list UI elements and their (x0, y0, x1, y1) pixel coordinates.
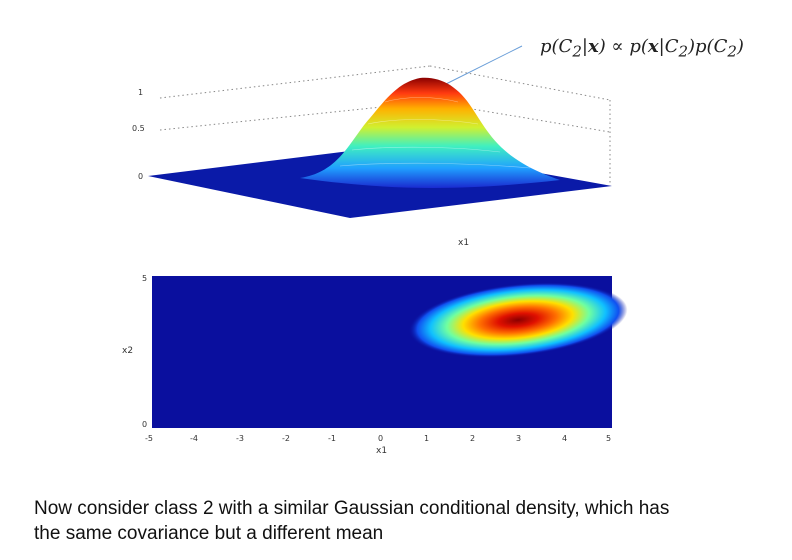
heatmap-x-tick: -4 (190, 434, 198, 443)
heatmap-y-tick: 0 (142, 420, 148, 429)
surface-x1-label: x1 (458, 238, 470, 248)
slide-caption: Now consider class 2 with a similar Gaus… (34, 496, 774, 546)
heatmap-x-tick: -1 (328, 434, 336, 443)
heatmap-density-blob (408, 282, 628, 358)
gaussian-surface-peak (300, 77, 560, 188)
heatmap-x-tick: 2 (470, 434, 476, 443)
z-tick: 1 (138, 88, 144, 97)
heatmap-y-tick: 5 (142, 274, 148, 283)
caption-line-1: Now consider class 2 with a similar Gaus… (34, 498, 670, 519)
heatmap-x-tick: -3 (236, 434, 244, 443)
surface-mesh-lines (339, 97, 531, 169)
z-tick: 0 (138, 172, 144, 181)
heatmap-x-tick: 3 (516, 434, 522, 443)
heatmap-xlabel: x1 (376, 446, 388, 456)
formula-pointer-line (445, 45, 523, 85)
heatmap-x-tick: -5 (145, 434, 153, 443)
z-tick: 0.5 (132, 124, 145, 133)
posterior-formula: p(C2|x) ∝ p(x|C2)p(C2) (540, 36, 744, 61)
heatmap-x-tick: 1 (424, 434, 430, 443)
heatmap-x-tick: 5 (606, 434, 612, 443)
heatmap-x-tick: 0 (378, 434, 384, 443)
heatmap-x-tick: 4 (562, 434, 568, 443)
heatmap-x-tick: -2 (282, 434, 290, 443)
heatmap-ylabel: x2 (122, 346, 134, 356)
caption-line-2: the same covariance but a different mean (34, 523, 384, 544)
